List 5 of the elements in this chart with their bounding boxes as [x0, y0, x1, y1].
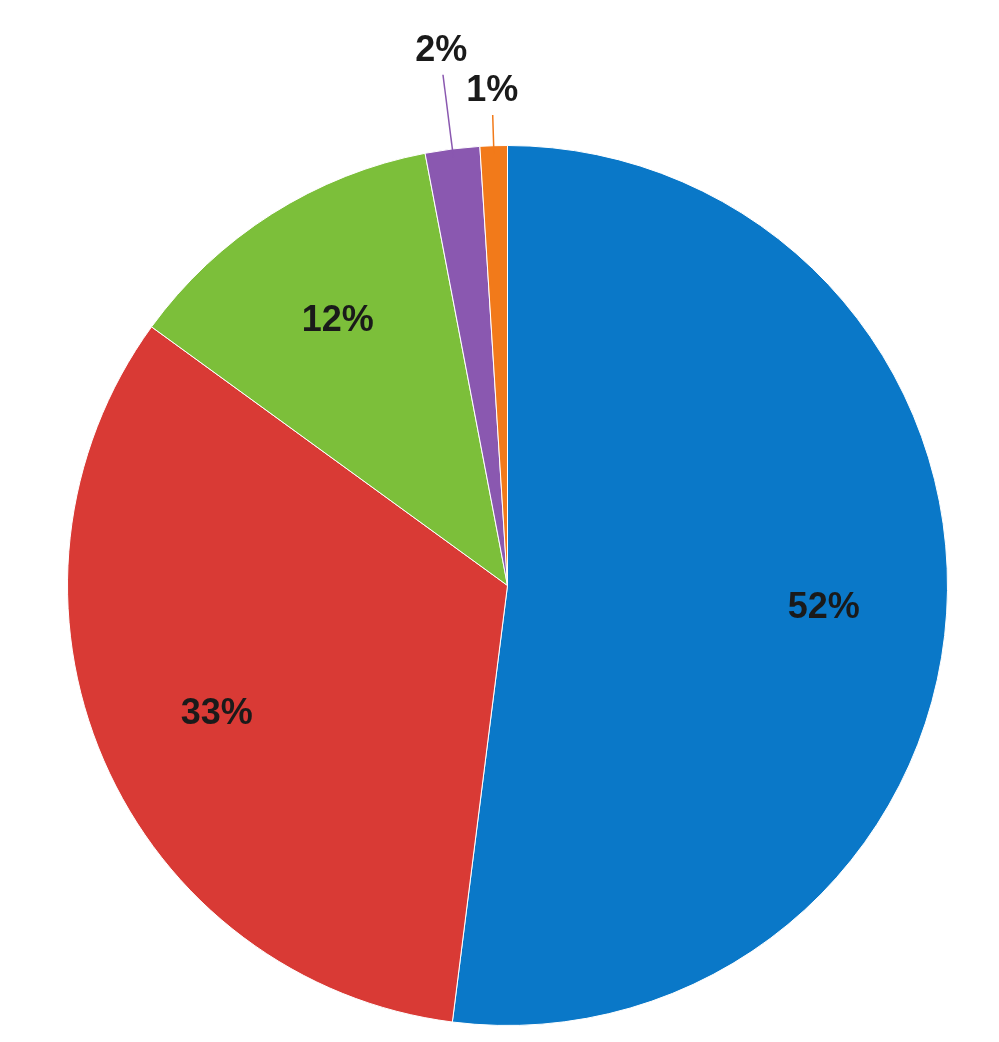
data-label: 2%	[415, 27, 468, 69]
data-label: 1%	[466, 68, 519, 110]
data-label: 33%	[180, 690, 253, 732]
data-label: 52%	[787, 584, 860, 626]
data-label: 12%	[301, 297, 374, 339]
